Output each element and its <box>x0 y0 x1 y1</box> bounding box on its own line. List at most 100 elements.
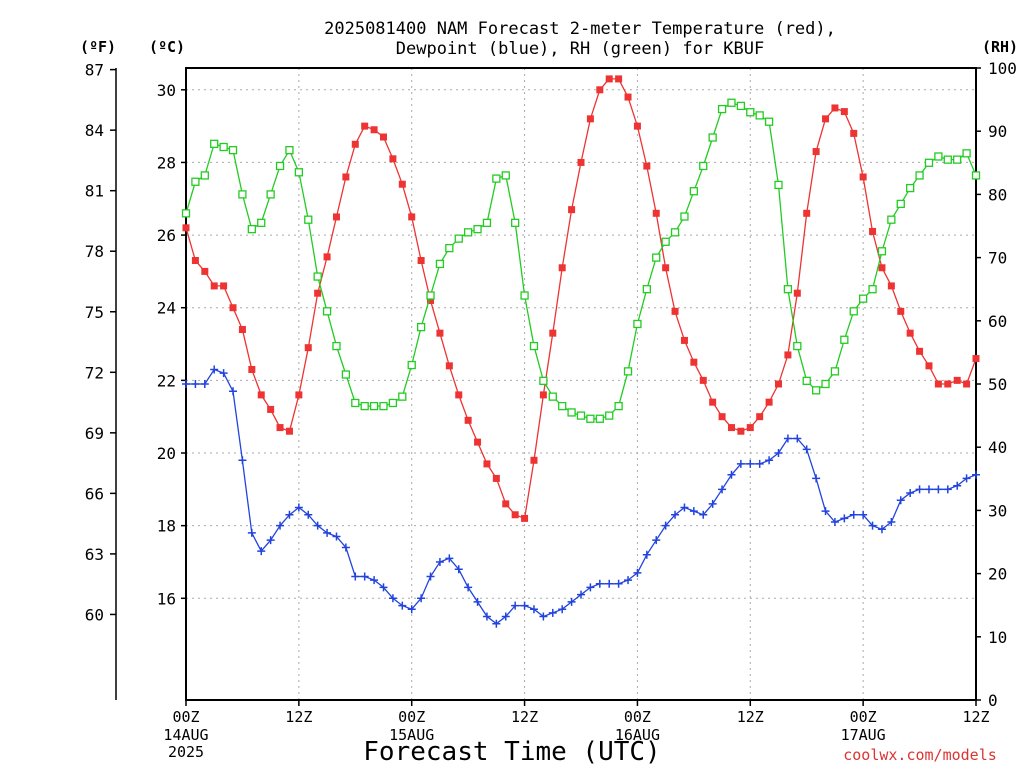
temperature-point <box>831 104 839 112</box>
rh-point <box>717 104 727 114</box>
dewpoint-line <box>186 368 977 625</box>
temperature-point <box>220 282 228 290</box>
temperature-point <box>445 362 453 370</box>
rh-tick-label: 60 <box>988 312 1007 331</box>
temperature-point <box>671 307 679 315</box>
rh-tick-label: 0 <box>988 691 998 710</box>
temperature-point <box>483 460 491 468</box>
rh-point <box>275 161 285 171</box>
rh-point <box>868 285 877 294</box>
temperature-point <box>963 380 971 388</box>
dewpoint-point <box>896 496 905 505</box>
temperature-point <box>812 148 820 156</box>
rh-point <box>257 218 266 227</box>
dewpoint-point <box>906 488 915 497</box>
rh-point <box>924 158 934 167</box>
rh-point <box>661 237 670 246</box>
dewpoint-point <box>586 583 595 592</box>
dewpoint-point <box>210 365 219 374</box>
series <box>181 75 981 628</box>
rh-point <box>708 133 717 142</box>
temperature-point <box>314 289 322 297</box>
dewpoint-point <box>191 380 200 388</box>
temperature-point <box>906 329 914 337</box>
dewpoint-point <box>934 485 943 494</box>
dewpoint-point <box>520 601 529 610</box>
rh-point <box>793 341 802 351</box>
rh-point <box>285 146 294 155</box>
fahrenheit-tick-label: 63 <box>85 545 104 564</box>
rh-point <box>962 149 971 158</box>
rh-point <box>407 360 416 370</box>
rh-point <box>906 183 915 193</box>
rh-point <box>614 401 623 411</box>
temperature-point <box>342 173 350 181</box>
temperature-point <box>267 405 275 413</box>
temperature-point <box>210 282 218 290</box>
rh-point <box>304 215 313 224</box>
rh-point <box>830 367 840 376</box>
fahrenheit-tick-label: 66 <box>85 484 104 503</box>
temperature-point <box>464 416 472 424</box>
rh-point <box>398 392 407 401</box>
rh-point <box>586 414 595 423</box>
temperature-line <box>185 78 977 520</box>
dewpoint-point <box>511 601 520 610</box>
dewpoint-point <box>351 572 360 581</box>
dewpoint-point <box>388 594 397 603</box>
temperature-point <box>775 380 782 388</box>
dewpoint-point <box>953 481 962 490</box>
dewpoint-point <box>943 485 952 494</box>
temperature-point <box>699 376 707 384</box>
temperature-point <box>727 424 735 432</box>
temperature-point <box>596 86 604 94</box>
rh-point <box>351 398 360 408</box>
dewpoint-point <box>482 612 491 621</box>
rh-point <box>971 171 981 180</box>
dewpoint-point <box>577 590 585 599</box>
temperature-point <box>502 500 510 508</box>
temperature-point <box>361 122 369 130</box>
rh-point <box>576 411 586 420</box>
x-tick-year: 2025 <box>168 743 204 761</box>
dewpoint-point <box>708 499 717 508</box>
temperature-point <box>398 180 406 188</box>
dewpoint-point <box>558 605 567 614</box>
rh-point <box>567 408 576 417</box>
dewpoint-point <box>849 510 858 519</box>
dewpoint-point <box>727 470 736 479</box>
rh-point <box>840 335 849 344</box>
temperature-point <box>972 355 980 363</box>
dewpoint-point <box>736 459 745 468</box>
credit-label: coolwx.com/models <box>843 746 997 764</box>
temperature-point <box>953 376 961 384</box>
temperature-point <box>530 456 538 464</box>
dewpoint-point <box>294 503 303 512</box>
dewpoint-point <box>567 597 576 606</box>
rh-point <box>887 215 896 224</box>
temperature-point <box>276 424 284 432</box>
rh-point <box>811 386 821 395</box>
fahrenheit-tick-label: 87 <box>85 61 104 80</box>
rh-point <box>539 376 548 385</box>
rh-point <box>511 218 520 227</box>
rh-tick-label: 70 <box>988 249 1007 268</box>
dewpoint-point <box>539 612 548 621</box>
dewpoint-point <box>247 528 256 537</box>
temperature-point <box>925 362 933 370</box>
temperature-point <box>257 391 265 399</box>
rh-tick-label: 100 <box>988 59 1017 78</box>
dewpoint-point <box>200 380 209 388</box>
dewpoint-point <box>783 434 792 443</box>
rh-point <box>953 155 962 164</box>
dewpoint-point <box>360 572 369 581</box>
temperature-point <box>586 115 594 123</box>
dewpoint-point <box>859 510 868 519</box>
rh-point <box>595 414 604 423</box>
dewpoint-point <box>605 579 614 588</box>
temperature-point <box>897 307 905 315</box>
celsius-tick-label: 24 <box>157 299 176 318</box>
dewpoint-point <box>266 536 275 545</box>
